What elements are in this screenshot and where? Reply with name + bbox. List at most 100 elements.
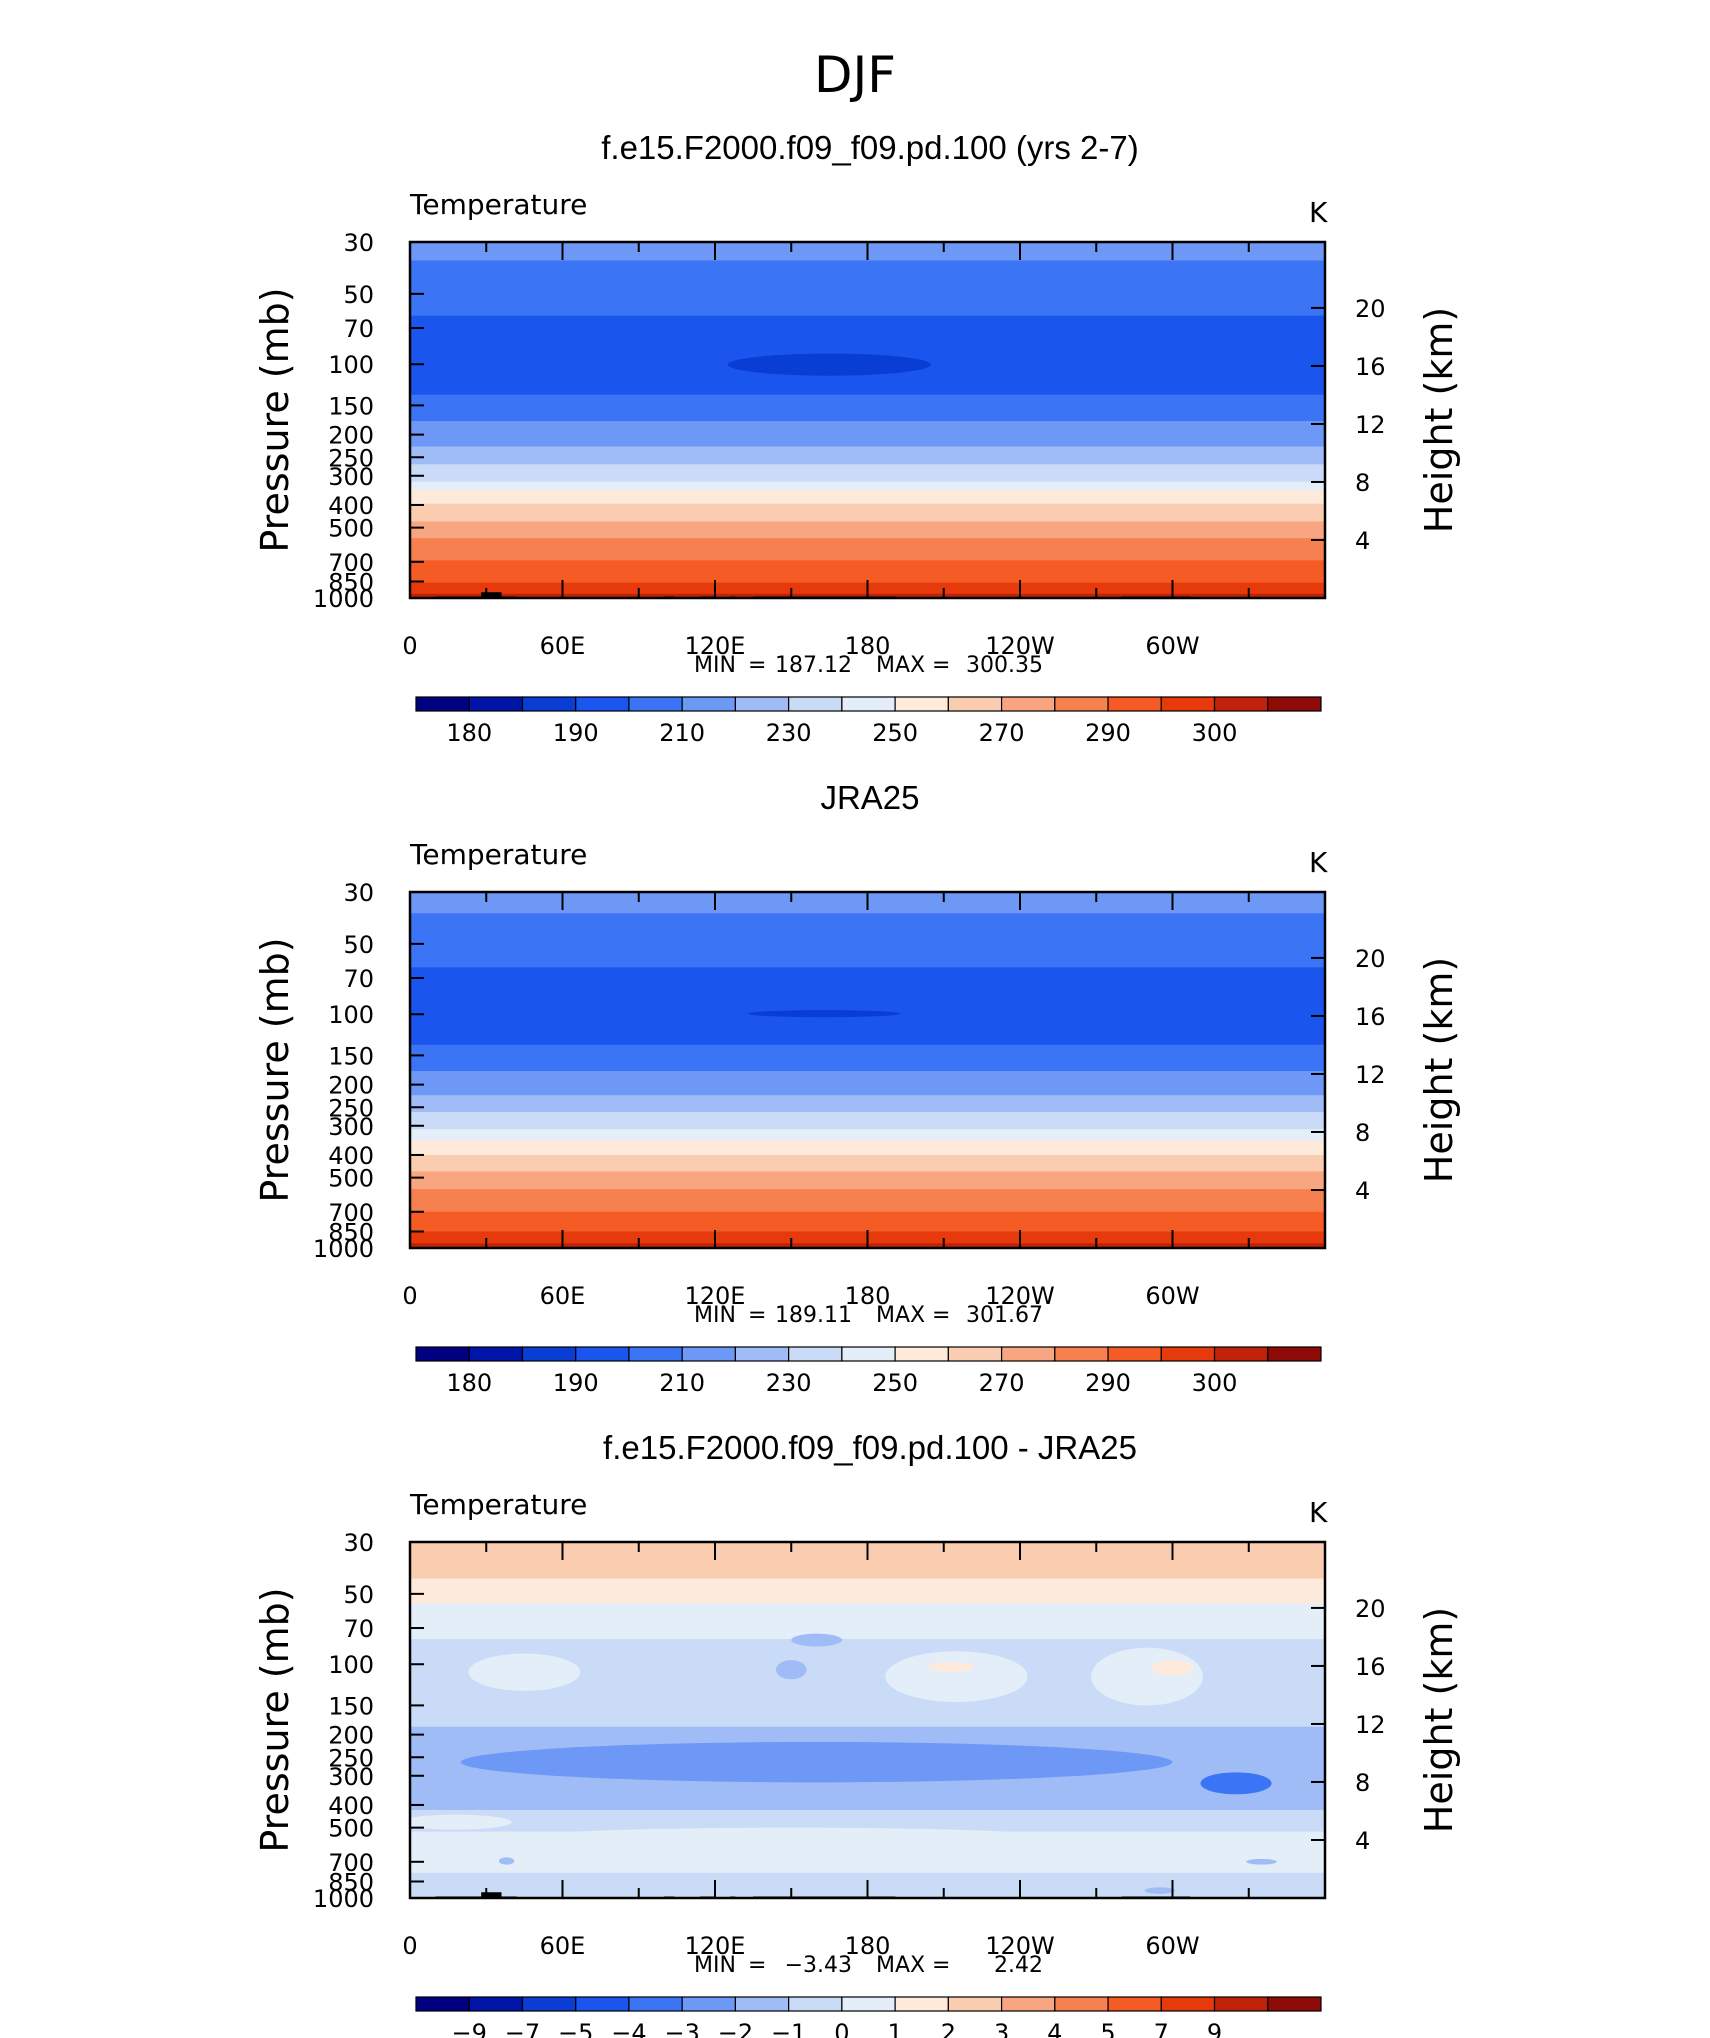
height-tick-label: 8 [1355, 1119, 1370, 1147]
height-axis-label: Height (km) [1417, 957, 1461, 1183]
colorbar-swatch [681, 1996, 737, 2012]
pressure-tick-label: 50 [343, 931, 374, 959]
colorbar-swatch [415, 1996, 470, 2012]
colorbar-label: 190 [553, 1369, 599, 1397]
lon-tick-label: 120E [685, 632, 746, 660]
colorbar-swatch [1107, 1346, 1162, 1362]
contour-blob [410, 1814, 512, 1830]
contour-band [410, 1154, 1325, 1172]
pressure-tick-label: 300 [328, 1113, 374, 1141]
height-tick-label: 12 [1355, 1061, 1386, 1089]
terrain-mask [481, 592, 502, 598]
pressure-tick-label: 100 [328, 1651, 374, 1679]
colorbar-swatch [468, 1996, 524, 2012]
min-equals: = [748, 1303, 766, 1328]
pressure-tick-label: 100 [328, 351, 374, 379]
height-tick-label: 16 [1355, 353, 1386, 381]
min-equals: = [748, 1953, 766, 1978]
contour-field [410, 892, 1325, 1248]
colorbar-label: 9 [1207, 2019, 1222, 2038]
contour-band [410, 489, 1325, 505]
colorbar-label: 180 [446, 1369, 492, 1397]
pressure-tick-label: 400 [328, 1792, 374, 1820]
colorbar-swatch [521, 1346, 577, 1362]
pressure-tick-label: 100 [328, 1001, 374, 1029]
colorbar-swatch [1267, 1996, 1322, 2012]
units-label: K [1309, 846, 1328, 879]
lon-tick-label: 0 [402, 1932, 417, 1960]
contour-band [410, 560, 1325, 584]
contour-band [410, 1095, 1325, 1113]
pressure-tick-label: 30 [343, 1529, 374, 1557]
pressure-tick-label: 200 [328, 1722, 374, 1750]
min-equals: = [748, 653, 766, 678]
lon-tick-label: 180 [845, 1932, 891, 1960]
contour-band [410, 421, 1325, 448]
contour-field [410, 1542, 1325, 1898]
lon-tick-label: 60E [540, 632, 586, 660]
panel-title: f.e15.F2000.f09_f09.pd.100 - JRA25 [603, 1429, 1137, 1466]
pressure-tick-label: 70 [343, 315, 374, 343]
lon-tick-label: 60W [1145, 632, 1199, 660]
terrain-mask [481, 1892, 502, 1898]
colorbar-swatch [468, 696, 524, 712]
units-label: K [1309, 1496, 1328, 1529]
pressure-tick-label: 700 [328, 1199, 374, 1227]
contour-band [410, 481, 1325, 491]
height-tick-label: 20 [1355, 945, 1386, 973]
contour-band [410, 394, 1325, 422]
colorbar-swatch [1107, 1996, 1162, 2012]
colorbar-label: 180 [446, 719, 492, 747]
contour-band [410, 521, 1325, 539]
colorbar-swatch [681, 1346, 737, 1362]
colorbar-label: 190 [553, 719, 599, 747]
colorbar-swatch [1000, 1996, 1056, 2012]
contour-band [410, 464, 1325, 483]
units-label: K [1309, 196, 1328, 229]
contour-field [410, 242, 1325, 598]
pressure-tick-label: 300 [328, 463, 374, 491]
contour-blob [1091, 1647, 1204, 1706]
pressure-tick-label: 50 [343, 1581, 374, 1609]
colorbar-swatch [788, 1346, 843, 1362]
pressure-tick-label: 400 [328, 492, 374, 520]
height-tick-label: 16 [1355, 1003, 1386, 1031]
contour-blob [791, 1633, 843, 1647]
colorbar-label: 300 [1192, 719, 1238, 747]
pressure-tick-label: 150 [328, 392, 374, 420]
colorbar-label: 270 [979, 1369, 1025, 1397]
pressure-tick-label: 1000 [313, 1235, 374, 1263]
pressure-tick-label: 700 [328, 1849, 374, 1877]
colorbar-swatch [681, 696, 737, 712]
pressure-tick-label: 500 [328, 515, 374, 543]
colorbar-swatch [1213, 696, 1269, 712]
pressure-tick-label: 150 [328, 1042, 374, 1070]
max-value: 300.35 [966, 653, 1043, 678]
colorbar-swatch [734, 696, 790, 712]
colorbar-swatch [1160, 696, 1216, 712]
lon-tick-label: 0 [402, 632, 417, 660]
contour-band [410, 967, 1325, 1046]
colorbar-label: −3 [664, 2019, 699, 2038]
max-value: 2.42 [994, 1953, 1043, 1978]
height-tick-label: 12 [1355, 1711, 1386, 1739]
contour-blob [1200, 1772, 1272, 1795]
colorbar-swatch [1213, 1996, 1269, 2012]
colorbar-swatch [575, 696, 630, 712]
max-label: MAX [876, 1953, 925, 1978]
colorbar-swatch [1054, 696, 1109, 712]
contour-band [410, 1044, 1325, 1072]
colorbar-swatch [1213, 1346, 1269, 1362]
min-label: MIN [694, 1953, 736, 1978]
contour-blob [1246, 1858, 1277, 1865]
colorbar-swatch [628, 696, 683, 712]
colorbar-label: 300 [1192, 1369, 1238, 1397]
colorbar-swatch [734, 1996, 790, 2012]
contour-band [410, 1578, 1325, 1605]
colorbar-swatch [947, 1996, 1003, 2012]
pressure-tick-label: 300 [328, 1763, 374, 1791]
contour-band [410, 260, 1325, 317]
pressure-tick-label: 50 [343, 281, 374, 309]
